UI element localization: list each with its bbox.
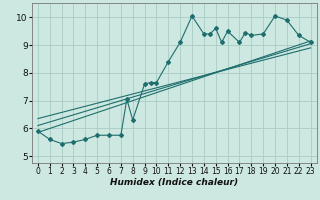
X-axis label: Humidex (Indice chaleur): Humidex (Indice chaleur) [110, 178, 238, 187]
